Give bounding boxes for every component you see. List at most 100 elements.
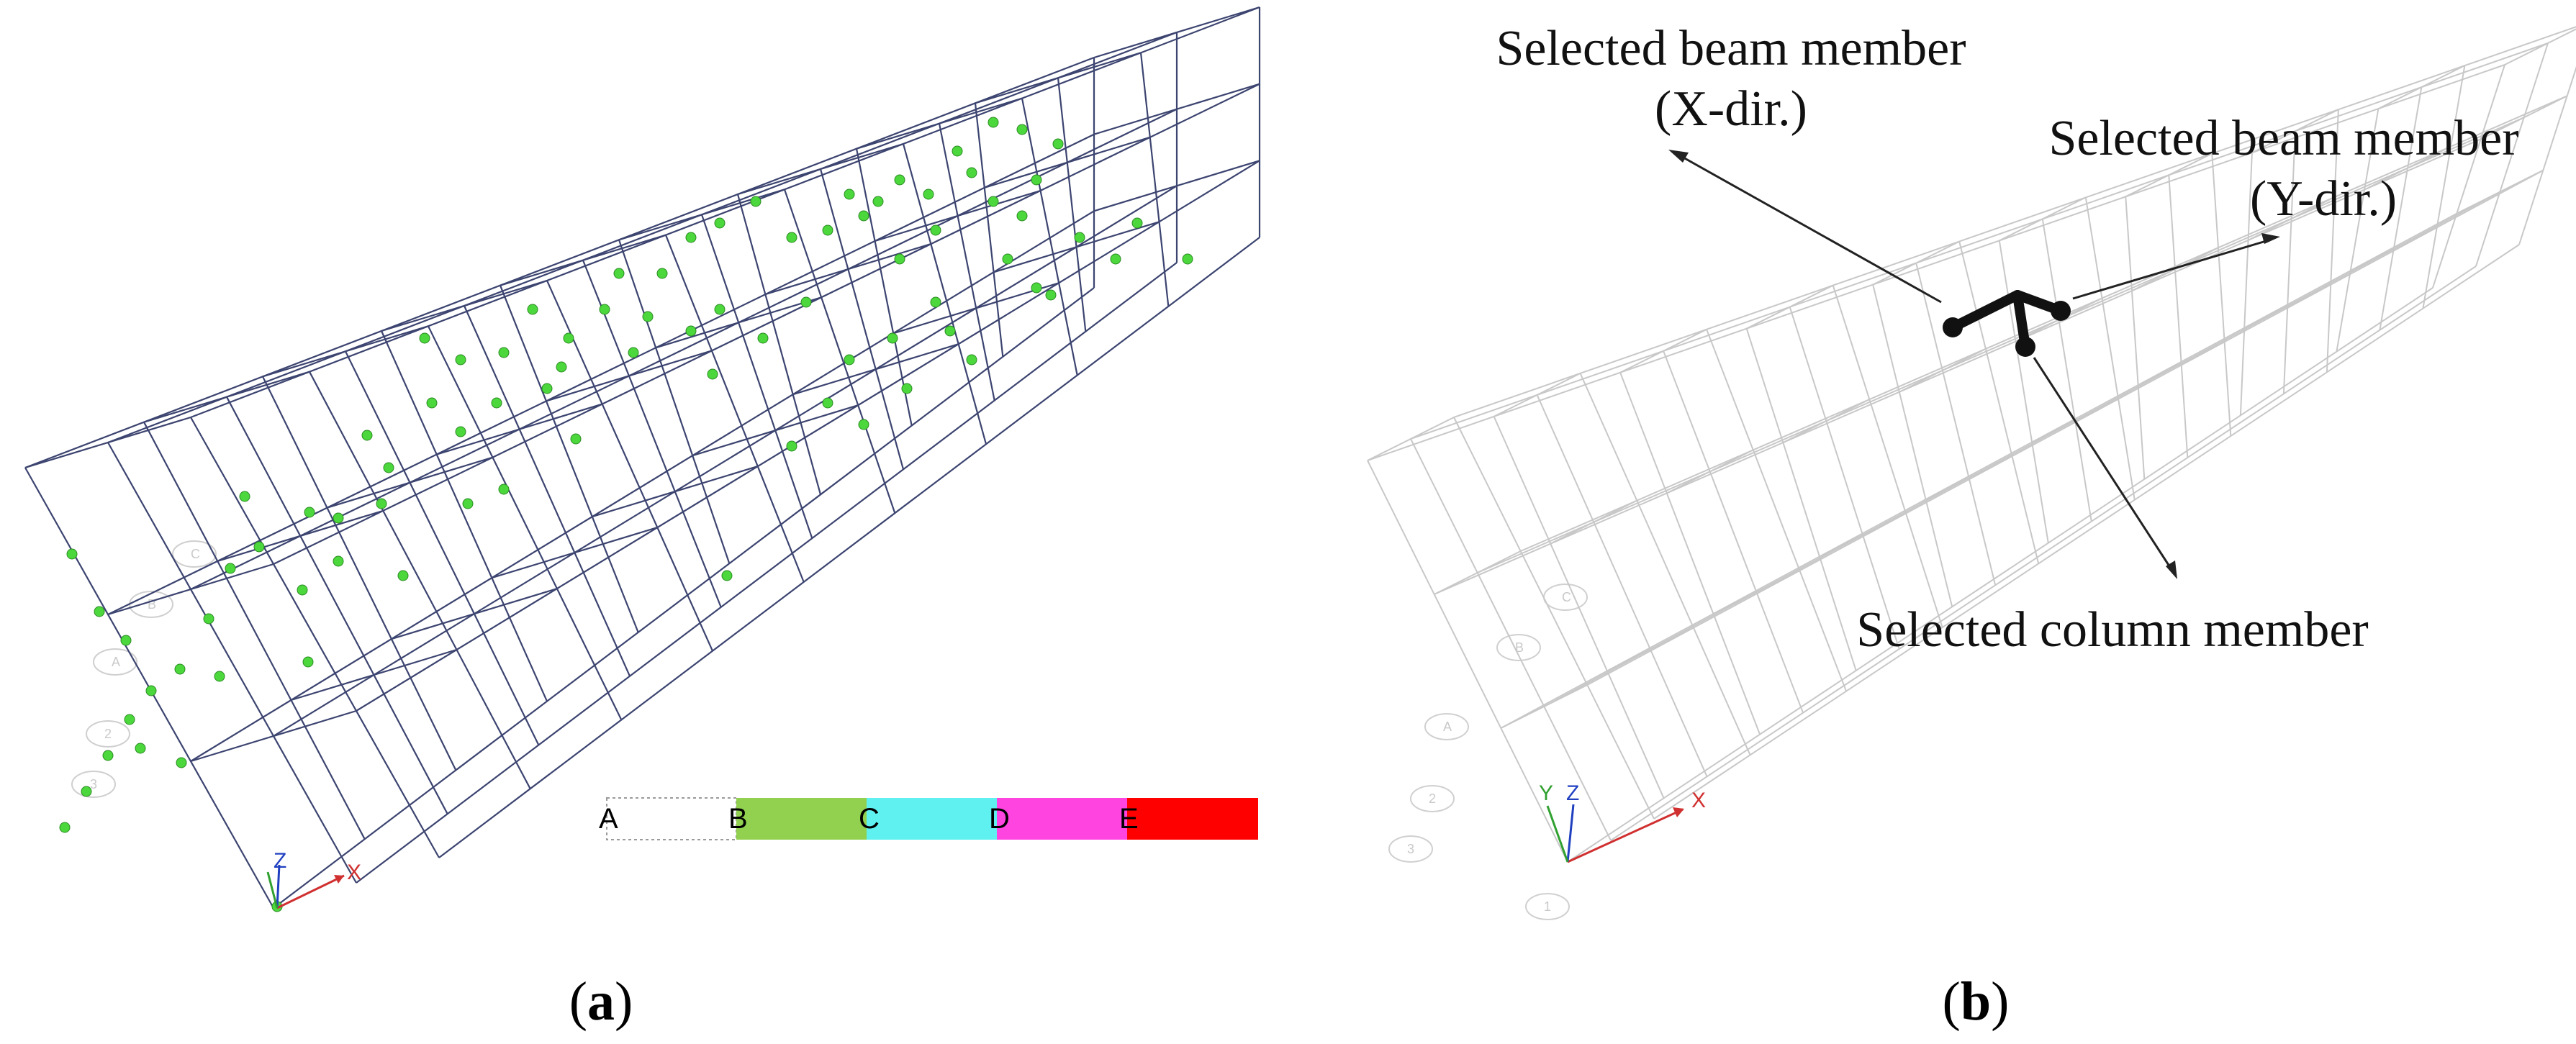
- frame-column: [262, 376, 457, 771]
- frame-column: [1410, 438, 1612, 841]
- grid-bubble-label: 2: [1429, 791, 1436, 806]
- frame-beam-x: [1520, 95, 2568, 552]
- frame-beam-y: [1367, 417, 1455, 461]
- plastic-hinge: [858, 210, 869, 222]
- frame-beam-y: [1666, 449, 1754, 494]
- frame-column: [1536, 394, 1708, 777]
- plastic-hinge: [642, 311, 654, 322]
- plastic-hinge: [124, 714, 135, 725]
- caption-open-paren: (: [569, 971, 587, 1032]
- frame-beam-y: [692, 404, 859, 457]
- legend-segment-b-c: [736, 798, 867, 840]
- frame-beam-x: [190, 6, 1260, 419]
- plastic-hinge: [376, 498, 387, 509]
- x-axis-arrowhead: [1673, 807, 1684, 817]
- annotation-beam-y-line1: Selected beam member: [2048, 111, 2518, 166]
- frame-beam-y: [1093, 83, 1260, 135]
- column-leader-line: [2033, 357, 2174, 571]
- annotation-beam-x-line2: (X-dir.): [1655, 81, 1807, 137]
- plastic-hinge: [120, 635, 132, 646]
- frame-beam-y: [655, 296, 822, 349]
- frame-beam-y: [291, 648, 457, 702]
- plastic-hinge: [455, 354, 466, 366]
- frame-beam-y: [2504, 28, 2576, 65]
- frame-column: [582, 260, 722, 608]
- frame-beam-y: [2243, 283, 2331, 329]
- plastic-hinge: [786, 232, 797, 243]
- caption-letter: b: [1961, 971, 1991, 1032]
- frame-beam-y: [262, 325, 429, 378]
- member-end-node: [1943, 317, 1963, 337]
- frame-beam-x: [273, 83, 1260, 565]
- frame-beam-y: [2138, 341, 2225, 386]
- plastic-hinge: [1031, 282, 1042, 294]
- frame-beam-y: [1746, 284, 1834, 330]
- frame-beam-y: [1434, 550, 1522, 595]
- frame-column: [2475, 42, 2549, 267]
- frame-beam-x: [1653, 244, 2520, 820]
- legend-label-e: E: [1119, 803, 1139, 835]
- grid-bubble-label: B: [1515, 640, 1524, 655]
- plastic-hinge: [462, 498, 474, 509]
- axis-triad: X Z: [266, 849, 361, 909]
- frame-column: [2336, 108, 2380, 352]
- frame-beam-x: [24, 56, 1095, 469]
- y-axis-arrow: [266, 871, 279, 909]
- plastic-hinges: [59, 117, 1193, 912]
- frame-beam-y: [618, 189, 785, 241]
- frame-beam-x: [1586, 169, 2544, 686]
- panel-b-caption: (b): [1943, 971, 2010, 1032]
- frame-column: [1832, 285, 1943, 628]
- frame-column: [2211, 153, 2232, 437]
- frame-column: [226, 396, 448, 814]
- frame-beam-x: [438, 237, 1260, 858]
- panel-a-plastic-hinge-model: A B C 2 3 X Z A B C D E (a): [24, 6, 1261, 1032]
- frame-column: [700, 214, 813, 539]
- frame-beam-y: [1493, 373, 1581, 417]
- plastic-hinge: [656, 268, 668, 279]
- frame-column: [1706, 329, 1848, 692]
- frame-beam-y: [2364, 145, 2451, 191]
- plastic-hinge: [397, 570, 409, 581]
- frame-beam-y: [436, 403, 603, 455]
- plastic-hinge: [707, 368, 718, 380]
- frame-column: [1493, 416, 1665, 799]
- frame-column: [618, 239, 731, 564]
- legend-segment-a-b: [606, 797, 737, 840]
- plastic-hinge: [966, 354, 977, 366]
- plastic-hinge: [541, 383, 553, 394]
- caption-open-paren: (: [1943, 971, 1961, 1032]
- frame-beam-y: [592, 466, 759, 518]
- plastic-hinge: [253, 541, 265, 553]
- annotation-beam-x-line1: Selected beam member: [1496, 21, 1966, 76]
- frame-beam-y: [1872, 240, 1960, 286]
- frame-column: [1367, 460, 1568, 863]
- frame-beam-y: [2377, 65, 2465, 109]
- frame-beam-x: [1543, 191, 2500, 707]
- plastic-hinge: [714, 304, 726, 315]
- plastic-hinge: [844, 189, 855, 200]
- plastic-hinge: [988, 196, 999, 207]
- plastic-hinge: [94, 606, 105, 617]
- legend-label-d: D: [989, 803, 1010, 835]
- plastic-hinge: [419, 332, 430, 344]
- plastic-hinge: [721, 570, 733, 581]
- plastic-hinge: [426, 397, 438, 409]
- member-end-node: [2051, 301, 2071, 321]
- frame-beam-y: [2125, 153, 2213, 198]
- plastic-hinge: [297, 584, 308, 596]
- grid-bubble-label: A: [1443, 720, 1452, 734]
- frame-column: [2518, 65, 2576, 245]
- plastic-hinge: [988, 117, 999, 128]
- frame-column: [664, 235, 805, 583]
- frame-column: [1998, 240, 2049, 543]
- plastic-hinge: [174, 663, 186, 675]
- panel-b-selected-members: A B C 2 3 1 Selected beam member (X-dir.) Sel…: [1367, 21, 2576, 1032]
- plastic-hinge: [333, 555, 344, 567]
- frame-beam-y: [143, 371, 310, 423]
- plastic-hinge: [894, 174, 905, 186]
- z-axis-label: Z: [1566, 781, 1579, 805]
- frame-column: [902, 143, 988, 445]
- plastic-hinge: [685, 325, 697, 337]
- plastic-hinge: [1182, 253, 1193, 265]
